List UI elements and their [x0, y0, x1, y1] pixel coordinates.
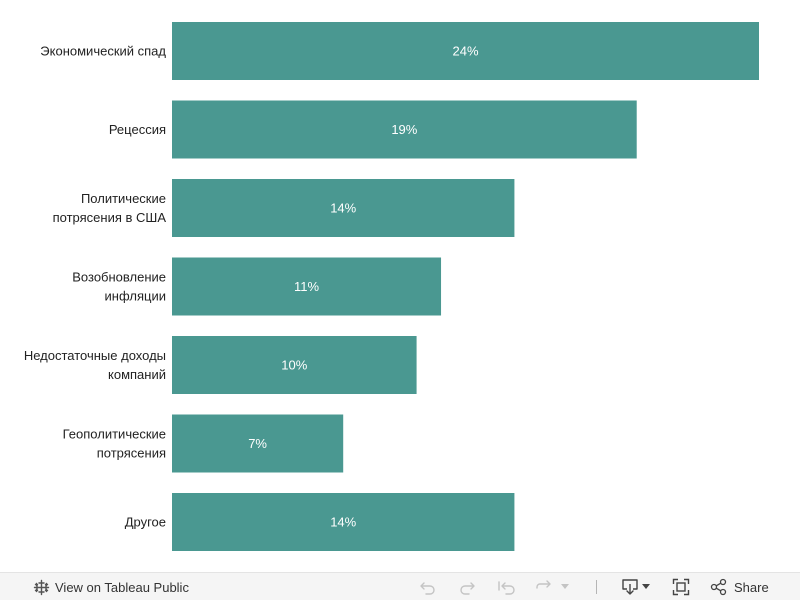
bar-4[interactable] — [172, 257, 442, 316]
data-label-6: 7% — [248, 436, 267, 451]
category-label-5: Недостаточные доходы компаний — [24, 348, 166, 382]
category-label-4: Возобновление инфляции — [72, 270, 166, 304]
share-label: Share — [734, 579, 769, 595]
category-label-6: Геополитические потрясения — [63, 427, 166, 461]
view-on-tableau-link[interactable]: View on Tableau Public — [33, 573, 189, 601]
category-label-2: Рецессия — [109, 122, 166, 137]
view-on-tableau-label: View on Tableau Public — [55, 579, 189, 595]
fullscreen-icon — [672, 578, 690, 596]
fullscreen-button[interactable] — [672, 573, 690, 601]
data-label-7: 14% — [330, 515, 356, 530]
tableau-logo-icon — [33, 579, 50, 596]
chart-area: 24% Экономический спад 19% Рецессия 14% Полит… — [24, 22, 759, 551]
bar-5[interactable] — [172, 336, 417, 394]
data-label-3: 14% — [330, 201, 356, 216]
bar-chart: 24% Экономический спад 19% Рецессия 14% Полит… — [24, 22, 759, 551]
chevron-down-icon — [561, 584, 569, 590]
bar-6[interactable] — [172, 414, 344, 473]
toolbar-divider — [596, 580, 597, 594]
category-label-1: Экономический спад — [40, 44, 166, 59]
refresh-icon — [535, 579, 555, 595]
category-label-3: Политические потрясения в США — [53, 191, 167, 225]
redo-button[interactable] — [458, 573, 476, 601]
data-label-5: 10% — [281, 358, 307, 373]
chevron-down-icon — [642, 584, 650, 590]
category-label-7: Другое — [125, 515, 166, 530]
share-icon — [710, 578, 728, 596]
bar-3[interactable] — [172, 179, 515, 237]
share-button[interactable]: Share — [710, 573, 769, 601]
revert-button[interactable] — [497, 573, 517, 601]
undo-icon — [419, 579, 437, 595]
data-label-1: 24% — [452, 44, 478, 59]
refresh-button[interactable] — [535, 573, 569, 601]
data-label-4: 11% — [294, 279, 319, 294]
revert-icon — [497, 579, 517, 595]
bar-7[interactable] — [172, 493, 515, 551]
bar-2[interactable] — [172, 100, 637, 159]
undo-button[interactable] — [419, 573, 437, 601]
tableau-toolbar: View on Tableau Public — [0, 572, 800, 600]
download-icon — [621, 578, 639, 596]
data-label-2: 19% — [391, 122, 417, 137]
redo-icon — [458, 579, 476, 595]
bar-1[interactable] — [172, 22, 759, 80]
download-button[interactable] — [621, 573, 650, 601]
